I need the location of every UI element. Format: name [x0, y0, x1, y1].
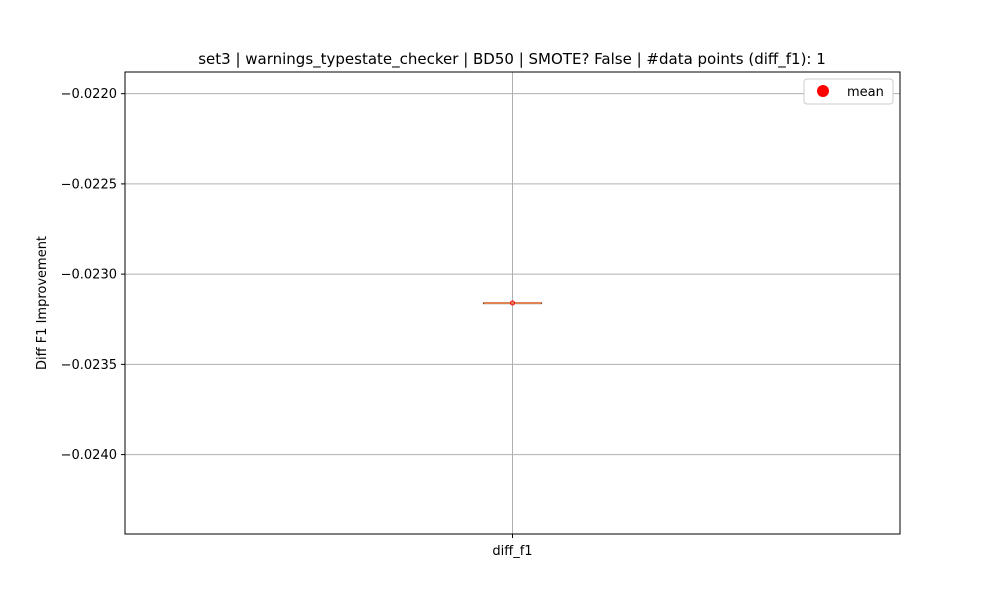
axis-layer: −0.0220 −0.0225 −0.0230 −0.0235 −0.0240 diff_… — [61, 87, 533, 559]
y-axis-label: Diff F1 Improvement — [35, 236, 50, 370]
legend-frame — [803, 78, 894, 105]
y-tick-label: −0.0225 — [61, 177, 117, 192]
y-tick-label: −0.0240 — [61, 448, 117, 463]
y-tick-label: −0.0220 — [61, 87, 117, 102]
chart-title: set3 | warnings_typestate_checker | BD50… — [198, 50, 826, 69]
x-tick-label: diff_f1 — [492, 544, 532, 559]
legend-mean-marker — [817, 85, 829, 97]
legend-mean-label: mean — [847, 85, 884, 100]
data-layer — [482, 300, 543, 306]
y-tick-label: −0.0230 — [61, 268, 117, 283]
mean-marker — [510, 300, 515, 306]
legend: mean — [803, 78, 894, 105]
y-tick-label: −0.0235 — [61, 358, 117, 373]
